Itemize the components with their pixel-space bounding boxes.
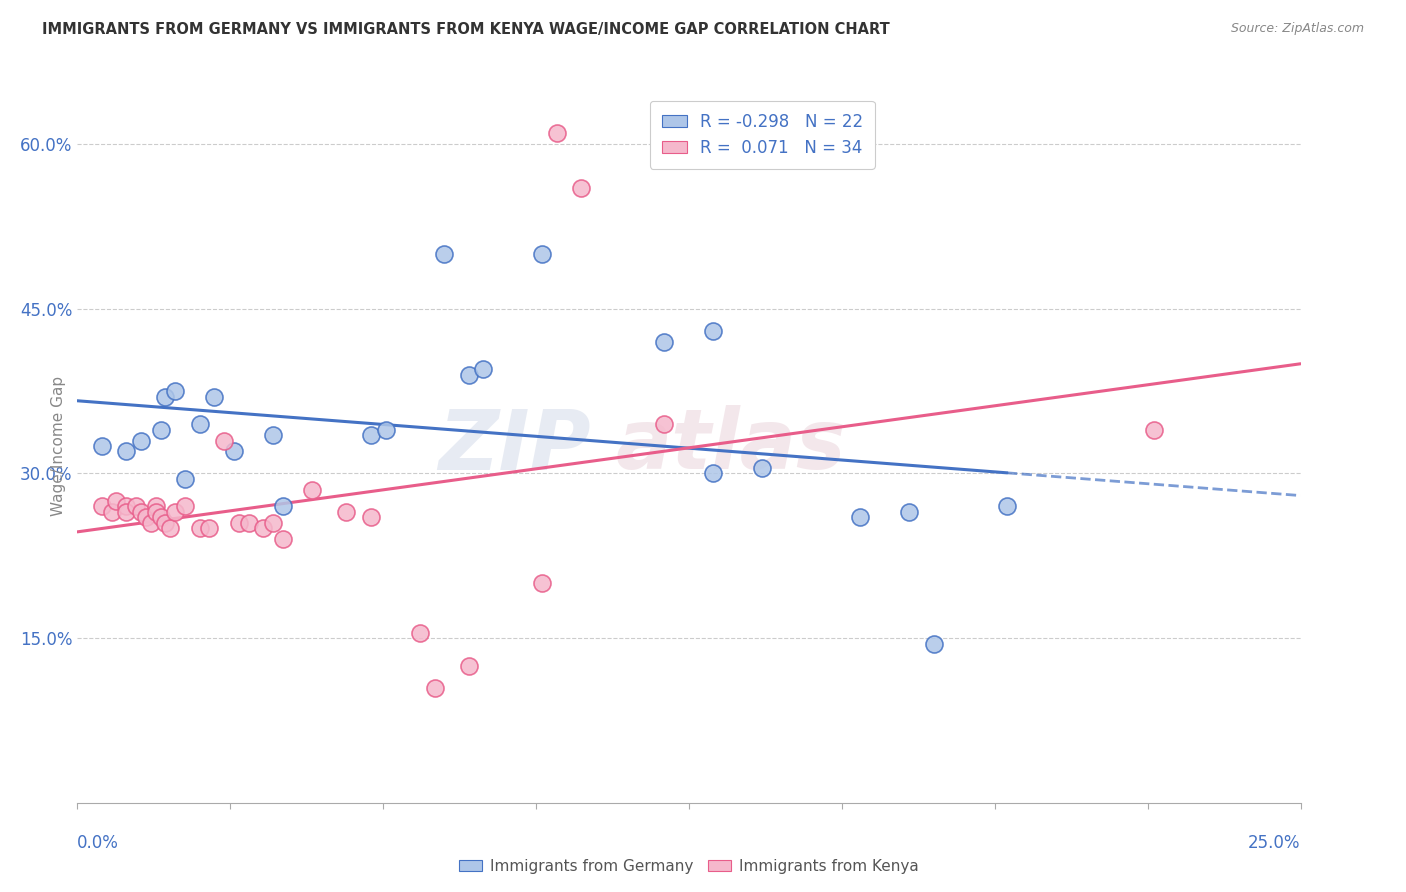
Point [898,505,921,519]
Point [531,247,554,261]
Point [129,434,152,448]
Point [374,423,396,437]
Point [849,510,872,524]
Point [262,428,284,442]
Point [159,521,181,535]
Point [100,505,122,519]
Text: IMMIGRANTS FROM GERMANY VS IMMIGRANTS FROM KENYA WAGE/INCOME GAP CORRELATION CHA: IMMIGRANTS FROM GERMANY VS IMMIGRANTS FR… [42,22,890,37]
Point [165,505,187,519]
Point [1143,423,1166,437]
Point [252,521,274,535]
Point [90,500,112,514]
Text: atlas: atlas [616,406,846,486]
Point [922,637,945,651]
Point [654,417,676,431]
Point [125,500,148,514]
Point [174,472,197,486]
Text: ZIP: ZIP [439,406,591,486]
Point [271,500,294,514]
Point [654,334,676,349]
Point [751,461,773,475]
Text: Source: ZipAtlas.com: Source: ZipAtlas.com [1230,22,1364,36]
Point [145,500,167,514]
Point [135,510,157,524]
Point [149,510,172,524]
Point [238,516,260,530]
Text: 25.0%: 25.0% [1249,834,1301,852]
Point [188,521,211,535]
Point [129,505,152,519]
Point [335,505,357,519]
Point [262,516,284,530]
Point [457,368,479,382]
Point [145,505,167,519]
Point [271,533,294,547]
Point [423,681,446,695]
Legend: R = -0.298   N = 22, R =  0.071   N = 34: R = -0.298 N = 22, R = 0.071 N = 34 [650,101,875,169]
Y-axis label: Wage/Income Gap: Wage/Income Gap [51,376,66,516]
Point [115,505,138,519]
Point [149,423,172,437]
Point [139,516,162,530]
Legend: Immigrants from Germany, Immigrants from Kenya: Immigrants from Germany, Immigrants from… [453,853,925,880]
Point [702,324,724,338]
Point [222,444,245,458]
Point [202,390,225,404]
Point [995,500,1018,514]
Point [165,384,187,398]
Point [90,439,112,453]
Point [472,362,495,376]
Point [531,576,554,591]
Point [569,181,592,195]
Point [188,417,211,431]
Point [228,516,250,530]
Point [212,434,235,448]
Point [457,658,479,673]
Point [546,126,568,140]
Text: 0.0%: 0.0% [77,834,120,852]
Point [702,467,724,481]
Point [409,625,432,640]
Point [174,500,197,514]
Point [115,500,138,514]
Point [301,483,323,497]
Point [433,247,456,261]
Point [360,510,382,524]
Point [105,494,128,508]
Point [155,390,177,404]
Point [155,516,177,530]
Point [115,444,138,458]
Point [360,428,382,442]
Point [198,521,221,535]
